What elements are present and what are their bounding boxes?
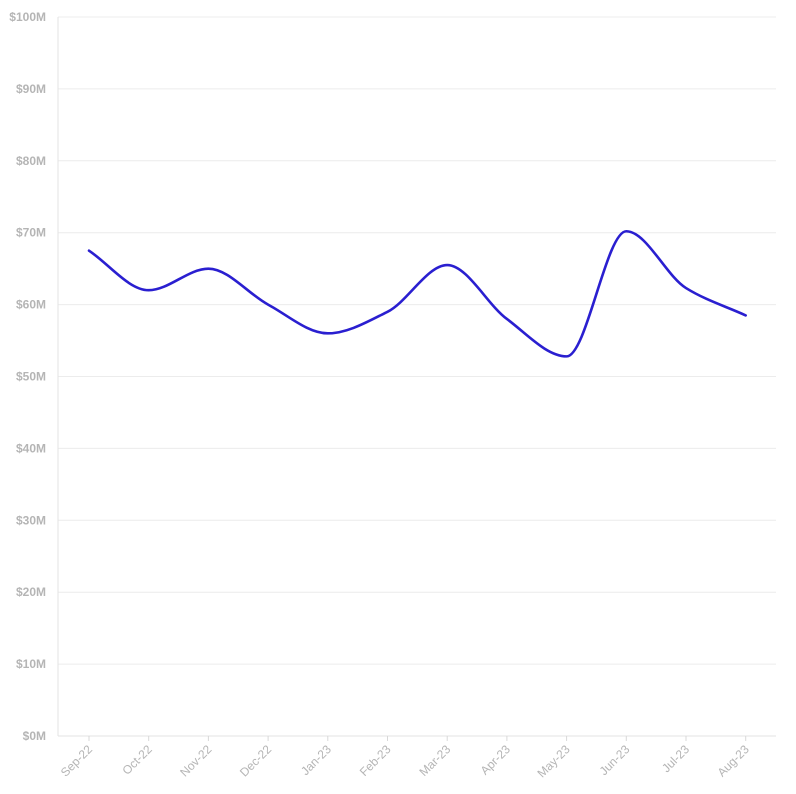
x-tick-label: Apr-23	[478, 742, 514, 778]
y-tick-label: $80M	[16, 154, 46, 168]
series-line	[87, 229, 747, 358]
axes	[57, 17, 776, 741]
y-tick-label: $60M	[16, 298, 46, 312]
x-tick-label: Nov-22	[177, 742, 214, 779]
y-tick-label: $100M	[9, 10, 46, 24]
y-axis-tick-labels: $0M $10M $20M $30M $40M $50M $60M $70M $80M $90M $…	[9, 10, 46, 743]
y-tick-label: $50M	[16, 370, 46, 384]
x-tick-label: Sep-22	[58, 742, 95, 779]
series-lines	[87, 229, 747, 358]
x-tick-label: May-23	[535, 742, 573, 780]
x-tick-label: Jul-23	[659, 742, 692, 775]
y-tick-label: $70M	[16, 226, 46, 240]
x-tick-label: Oct-22	[119, 742, 155, 778]
y-tick-label: $90M	[16, 82, 46, 96]
x-axis-tick-labels: Sep-22 Oct-22 Nov-22 Dec-22 Jan-23 Feb-23 Mar-…	[58, 742, 752, 780]
x-tick-label: Jan-23	[298, 742, 334, 778]
x-tick-label: Feb-23	[357, 742, 394, 779]
y-tick-label: $30M	[16, 513, 46, 527]
grid-lines	[58, 16, 776, 665]
x-tick-label: Jun-23	[597, 742, 633, 778]
x-tick-label: Mar-23	[417, 742, 454, 779]
y-tick-label: $10M	[16, 657, 46, 671]
x-tick-label: Aug-23	[715, 742, 752, 779]
y-tick-label: $20M	[16, 585, 46, 599]
x-tick-label: Dec-22	[237, 742, 274, 779]
y-tick-label: $0M	[23, 729, 46, 743]
y-tick-label: $40M	[16, 441, 46, 455]
